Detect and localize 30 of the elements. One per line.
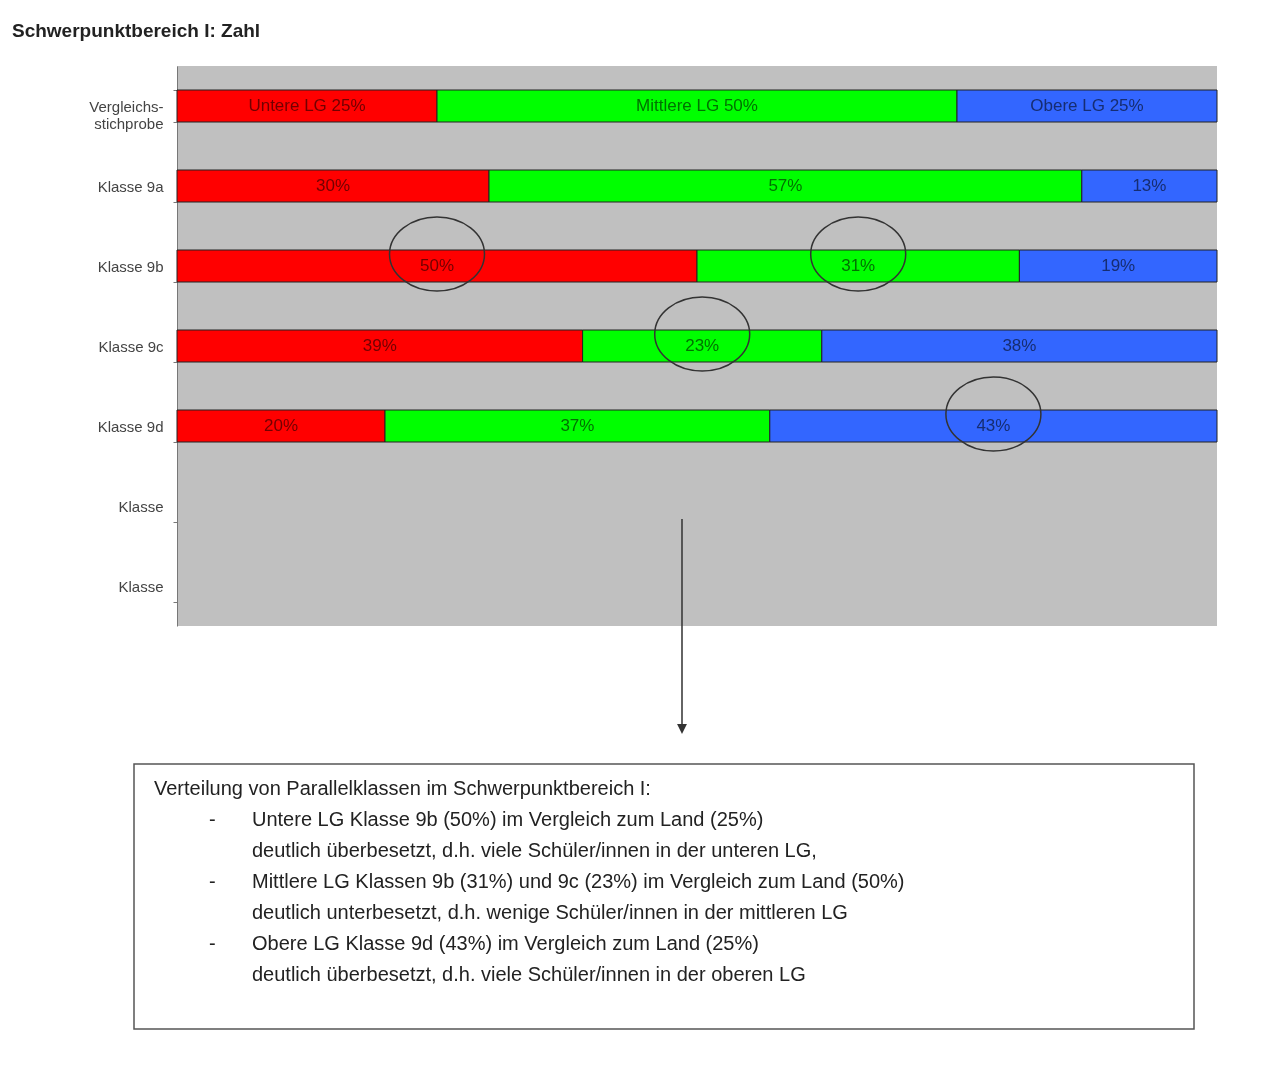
- text: deutlich überbesetzt, d.h. viele Schüler/innen in der unteren LG,: [252, 839, 817, 861]
- data-label: Untere LG 25%: [248, 96, 366, 115]
- text: deutlich unterbesetzt, d.h. wenige Schüler/innen in der mittleren LG: [252, 901, 848, 923]
- y-tick-label: Klasse 9d: [97, 417, 164, 435]
- data-label: 20%: [263, 416, 299, 435]
- y-tick-label: Klasse 9b: [97, 257, 164, 275]
- text: - Obere LG Klasse 9d (43%) im Vergleich zum Land (25%): [209, 932, 759, 954]
- data-label: 31%: [841, 256, 876, 275]
- data-label: 23%: [685, 336, 720, 355]
- y-tick-label: Klasse: [118, 577, 164, 595]
- y-tick-label: Klasse 9c: [98, 337, 164, 355]
- data-label: 43%: [976, 416, 1011, 435]
- text: - Untere LG Klasse 9b (50%) im Vergleich zum Land (25%): [209, 808, 764, 830]
- data-label: 57%: [768, 176, 803, 195]
- data-label: 13%: [1132, 176, 1167, 195]
- data-label: 50%: [419, 256, 455, 275]
- data-label: 19%: [1101, 256, 1136, 275]
- y-tick-label: Vergleichs- stichprobe: [89, 97, 164, 132]
- data-label: Mittlere LG 50%: [636, 96, 758, 115]
- data-label: 30%: [315, 176, 351, 195]
- text: Verteilung von Parallelklassen im Schwerpunktbereich I:: [154, 777, 651, 799]
- text: - Mittlere LG Klassen 9b (31%) und 9c (23%) im Vergleich zum Land (50%): [209, 870, 905, 892]
- chart-title: Schwerpunktbereich I: Zahl: [12, 20, 261, 41]
- data-label: 37%: [560, 416, 595, 435]
- y-tick-label: Klasse: [118, 497, 164, 515]
- data-label: 38%: [1002, 336, 1037, 355]
- data-label: 39%: [362, 336, 397, 355]
- data-label: Obere LG 25%: [1030, 96, 1144, 115]
- text: deutlich überbesetzt, d.h. viele Schüler/innen in der oberen LG: [252, 963, 806, 985]
- y-tick-label: Klasse 9a: [97, 177, 165, 195]
